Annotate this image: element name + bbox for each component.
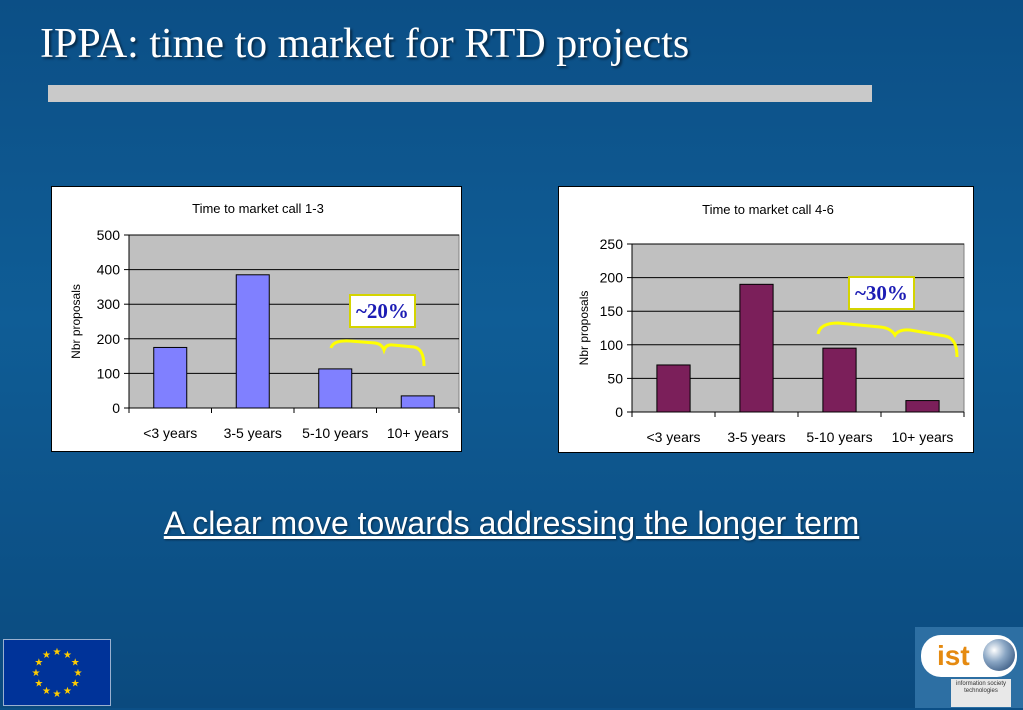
bar-1 (656, 364, 691, 413)
bar-3 (318, 368, 353, 409)
chart-title: Time to market call 1-3 (192, 201, 324, 216)
star-icon: ★ (34, 658, 43, 669)
callout-20-percent: ~20% (349, 294, 416, 328)
star-icon: ★ (74, 668, 83, 679)
chart-call-4-6: 0 50 100 150 200 250 <3 years 3-5 years 5-10 yea… (558, 186, 974, 453)
star-icon: ★ (53, 689, 62, 700)
bar-2 (739, 283, 774, 413)
star-icon: ★ (42, 686, 51, 697)
chart-svg-call-4-6: 0 50 100 150 200 250 <3 years 3-5 years 5-10 yea… (577, 202, 965, 445)
bar-4 (905, 400, 940, 413)
x-tick-label: 10+ years (892, 429, 954, 445)
y-tick-label: 0 (615, 404, 623, 420)
x-tick-label: 5-10 years (302, 425, 368, 441)
bar-2 (235, 274, 270, 409)
y-tick-label: 150 (600, 303, 624, 319)
x-tick-label: 3-5 years (727, 429, 785, 445)
star-icon: ★ (42, 650, 51, 661)
ist-logo-text: ist (937, 640, 970, 671)
y-tick-label: 200 (97, 331, 121, 347)
eu-stars-icon: ★ ★★★★★★★★★★★ (32, 647, 83, 700)
x-tick-label: <3 years (646, 429, 700, 445)
star-icon: ★ (71, 658, 80, 669)
chart-title: Time to market call 4-6 (702, 202, 834, 217)
y-tick-label: 250 (600, 236, 624, 252)
brace-call-1-3 (329, 339, 426, 367)
y-tick-label: 50 (607, 370, 623, 386)
eu-flag-icon: ★ ★ ★ ★ ★ ★ ★ ★ ★ ★ ★ ★ (3, 639, 111, 706)
title-underline-bar (48, 85, 872, 102)
bar-1 (153, 346, 188, 409)
slide-title: IPPA: time to market for RTD projects (40, 21, 690, 67)
star-icon: ★ (63, 650, 72, 661)
ist-logo-icon: ist information society technologies (915, 627, 1023, 708)
star-icon: ★ (71, 679, 80, 690)
x-tick-label: <3 years (143, 425, 197, 441)
y-tick-label: 400 (97, 262, 121, 278)
y-tick-label: 100 (600, 337, 624, 353)
conclusion-text: A clear move towards addressing the long… (163, 505, 860, 541)
star-icon: ★ (34, 679, 43, 690)
y-tick-label: 500 (97, 227, 121, 243)
x-tick-label: 3-5 years (224, 425, 282, 441)
y-tick-label: 200 (600, 270, 624, 286)
brace-call-4-6 (816, 321, 959, 358)
y-tick-label: 0 (112, 400, 120, 416)
y-axis-label: Nbr proposals (577, 291, 591, 366)
bar-3 (822, 347, 857, 413)
ist-logo-subtext: information society technologies (951, 679, 1011, 707)
callout-30-percent: ~30% (848, 276, 915, 310)
y-axis-label: Nbr proposals (69, 284, 83, 359)
y-tick-label: 100 (97, 365, 121, 381)
x-tick-label: 10+ years (387, 425, 449, 441)
y-tick-label: 300 (97, 296, 121, 312)
star-icon: ★ (32, 668, 41, 679)
bar-4 (400, 395, 435, 409)
globe-icon (983, 639, 1015, 671)
star-icon: ★ (53, 647, 62, 658)
x-tick-label: 5-10 years (806, 429, 872, 445)
star-icon: ★ (63, 686, 72, 697)
